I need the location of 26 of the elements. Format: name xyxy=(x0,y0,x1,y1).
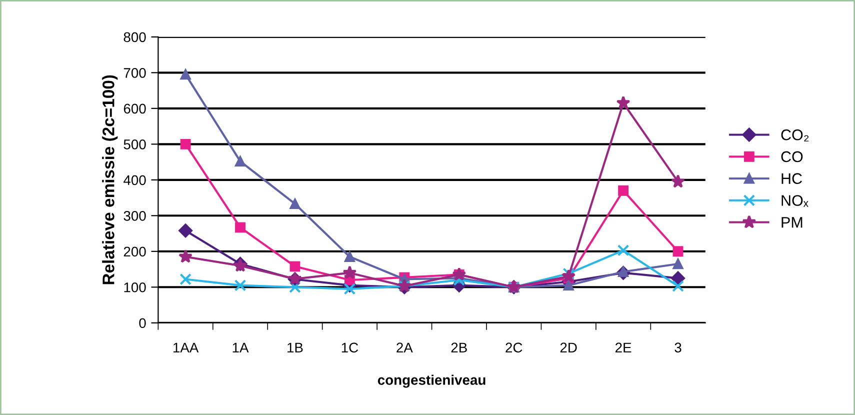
x-tick-label: 1C xyxy=(342,342,358,353)
x-tick-label: 2B xyxy=(451,342,467,352)
y-axis-title: Relatieve emissie (2c=100) xyxy=(102,75,118,284)
y-tick-label: 200 xyxy=(124,246,146,257)
y-tick-label: 400 xyxy=(124,175,146,186)
x-tick-label: 2E xyxy=(616,342,632,352)
y-tick-label: 500 xyxy=(124,139,146,150)
legend-label: CO₂ xyxy=(781,129,809,142)
y-tick-label: 100 xyxy=(124,282,146,292)
legend-label: HC xyxy=(782,173,802,184)
y-tick-label: 0 xyxy=(139,318,146,328)
x-tick-label: 3 xyxy=(674,342,682,353)
x-tick-label: 1B xyxy=(288,342,303,352)
x-tick-label: 1AA xyxy=(173,342,199,352)
y-tick-label: 700 xyxy=(124,68,146,78)
x-axis-title: congestieniveau xyxy=(378,374,486,388)
y-tick-label: 300 xyxy=(124,210,146,221)
legend-label: NOₓ xyxy=(782,195,808,207)
legend-label: CO xyxy=(781,151,803,162)
x-tick-label: 2C xyxy=(506,342,522,353)
x-tick-label: 2D xyxy=(560,342,577,352)
x-tick-label: 2A xyxy=(396,342,413,352)
legend-label: PM xyxy=(782,217,802,228)
y-tick-label: 600 xyxy=(124,104,146,114)
x-tick-label: 1A xyxy=(232,342,249,352)
y-tick-label: 800 xyxy=(124,32,146,42)
